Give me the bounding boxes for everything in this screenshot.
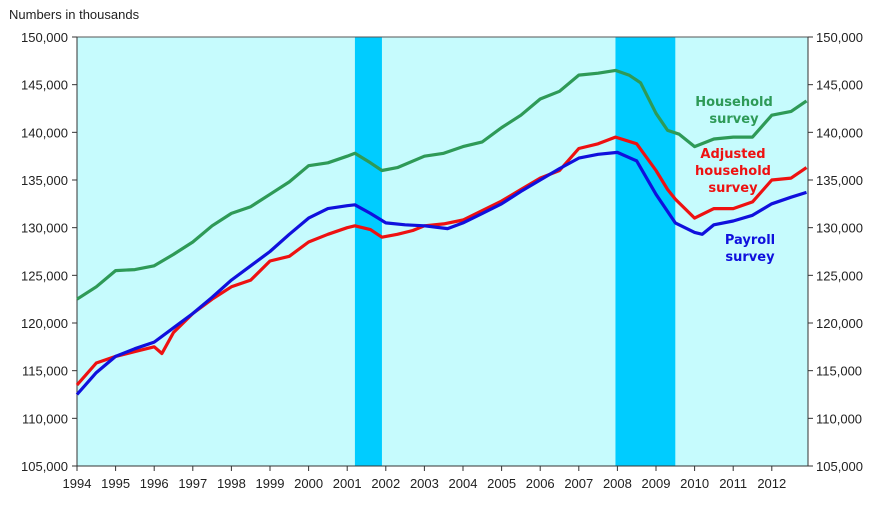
x-tick-label: 1997	[178, 476, 207, 491]
series-label-line: survey	[708, 181, 758, 196]
x-tick-label: 1998	[217, 476, 246, 491]
series-label-adjusted-household-survey: Adjusted household survey	[695, 147, 771, 196]
series-label-line: household	[695, 164, 771, 179]
x-tick-label: 2008	[603, 476, 632, 491]
series-label-payroll-survey: Payroll survey	[725, 233, 775, 265]
series-label-household-survey: Household survey	[695, 95, 773, 127]
y-tick-label-right: 150,000	[816, 30, 863, 45]
plot-background	[77, 37, 808, 466]
y-tick-label-left: 150,000	[21, 30, 68, 45]
x-tick-label: 1994	[63, 476, 92, 491]
x-tick-label: 2005	[487, 476, 516, 491]
recession-band	[615, 37, 676, 466]
series-label-line: Household	[695, 95, 773, 110]
x-tick-label: 1999	[256, 476, 285, 491]
y-tick-label-left: 115,000	[22, 364, 68, 379]
series-line-payroll-survey	[75, 150, 807, 396]
y-tick-label-right: 125,000	[816, 268, 863, 283]
y-tick-label-left: 120,000	[21, 316, 68, 331]
x-tick-label: 1995	[101, 476, 130, 491]
y-tick-label-left: 105,000	[21, 459, 68, 474]
recession-band	[354, 37, 382, 466]
x-tick-label: 2000	[294, 476, 323, 491]
x-tick-label: 2006	[526, 476, 555, 491]
y-tick-label-right: 105,000	[816, 459, 863, 474]
x-tick-label: 2007	[564, 476, 593, 491]
x-tick-label: 2002	[371, 476, 400, 491]
y-tick-label-left: 135,000	[21, 173, 68, 188]
y-tick-label-right: 145,000	[816, 78, 863, 93]
x-tick-label: 2012	[757, 476, 786, 491]
x-tick-label: 1996	[140, 476, 169, 491]
series-label-line: survey	[709, 112, 759, 127]
x-tick-label: 2001	[333, 476, 362, 491]
x-tick-label: 2004	[449, 476, 478, 491]
y-tick-label-right: 110,000	[816, 411, 862, 426]
series-label-line: Adjusted	[700, 147, 765, 162]
y-tick-label-right: 120,000	[816, 316, 863, 331]
y-axis-label: Numbers in thousands	[9, 7, 140, 22]
series-label-line: Payroll	[725, 233, 775, 248]
y-tick-label-right: 135,000	[816, 173, 863, 188]
y-tick-label-right: 140,000	[816, 125, 863, 140]
x-tick-label: 2010	[680, 476, 709, 491]
x-tick-label: 2011	[719, 476, 747, 491]
y-tick-label-right: 130,000	[816, 221, 863, 236]
y-tick-label-left: 125,000	[21, 268, 68, 283]
series-line-household-survey	[76, 68, 808, 301]
y-tick-label-left: 130,000	[21, 221, 68, 236]
y-tick-label-left: 110,000	[22, 411, 68, 426]
y-tick-label-left: 145,000	[21, 78, 68, 93]
x-tick-label: 2009	[642, 476, 671, 491]
y-tick-label-right: 115,000	[816, 364, 862, 379]
series-label-line: survey	[725, 250, 775, 265]
y-tick-label-left: 140,000	[21, 125, 68, 140]
x-tick-label: 2003	[410, 476, 439, 491]
